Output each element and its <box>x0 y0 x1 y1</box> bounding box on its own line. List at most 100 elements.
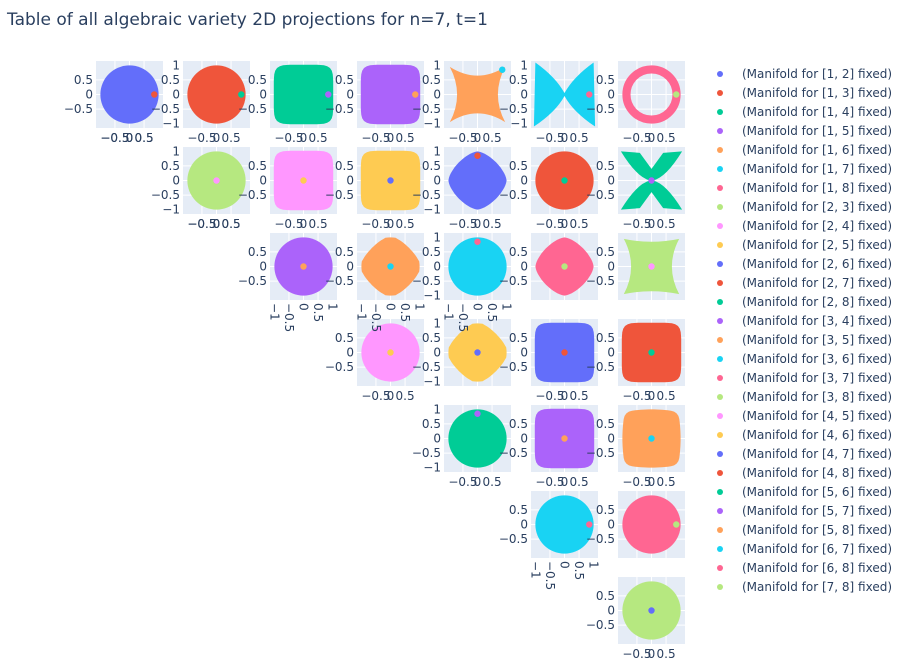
subplot-3-7[interactable] <box>618 233 685 300</box>
legend-item[interactable]: (Manifold for [1, 3] fixed) <box>708 83 892 102</box>
subplot-6-6[interactable] <box>531 491 598 558</box>
series-region[interactable] <box>449 66 506 123</box>
marker-point[interactable] <box>300 263 307 270</box>
series-region[interactable] <box>448 237 507 296</box>
subplot-3-6[interactable] <box>531 233 598 300</box>
marker-point[interactable] <box>648 435 655 442</box>
subplot-2-7[interactable] <box>618 147 685 214</box>
series-region[interactable] <box>448 409 507 468</box>
marker-point[interactable] <box>387 177 394 184</box>
series-region[interactable] <box>360 64 421 125</box>
legend-item[interactable]: (Manifold for [2, 7] fixed) <box>708 273 892 292</box>
marker-point[interactable] <box>648 263 655 270</box>
subplot-1-7[interactable] <box>618 61 685 128</box>
subplot-3-5[interactable] <box>444 233 511 300</box>
legend-item[interactable]: (Manifold for [2, 6] fixed) <box>708 254 892 273</box>
marker-point[interactable] <box>474 410 481 417</box>
subplot-3-3[interactable] <box>270 233 337 300</box>
marker-point[interactable] <box>673 91 680 98</box>
marker-point[interactable] <box>561 435 568 442</box>
marker-point[interactable] <box>151 91 158 98</box>
subplot-2-6[interactable] <box>531 147 598 214</box>
legend-item[interactable]: (Manifold for [2, 4] fixed) <box>708 216 892 235</box>
subplot-7-7[interactable] <box>618 577 685 644</box>
legend-item[interactable]: (Manifold for [2, 3] fixed) <box>708 197 892 216</box>
marker-point[interactable] <box>561 177 568 184</box>
legend-item[interactable]: (Manifold for [4, 6] fixed) <box>708 425 892 444</box>
legend-item[interactable]: (Manifold for [1, 5] fixed) <box>708 121 892 140</box>
subplot-2-5[interactable] <box>444 147 511 214</box>
marker-point[interactable] <box>412 91 419 98</box>
series-region[interactable] <box>622 495 681 554</box>
subplot-5-6[interactable] <box>531 405 598 472</box>
marker-point[interactable] <box>300 177 307 184</box>
series-region[interactable] <box>100 65 159 124</box>
marker-point[interactable] <box>499 66 506 73</box>
legend-item[interactable]: (Manifold for [7, 8] fixed) <box>708 577 892 596</box>
marker-point[interactable] <box>586 91 593 98</box>
subplot-2-2[interactable] <box>183 147 250 214</box>
series-region[interactable] <box>187 65 246 124</box>
subplot-4-4[interactable] <box>357 319 424 386</box>
legend-item[interactable]: (Manifold for [4, 8] fixed) <box>708 463 892 482</box>
legend-item[interactable]: (Manifold for [6, 7] fixed) <box>708 539 892 558</box>
subplot-2-4[interactable] <box>357 147 424 214</box>
subplot-6-7[interactable] <box>618 491 685 558</box>
marker-point[interactable] <box>474 349 481 356</box>
series-region[interactable] <box>448 151 507 210</box>
legend-item[interactable]: (Manifold for [3, 5] fixed) <box>708 330 892 349</box>
legend-item[interactable]: (Manifold for [1, 4] fixed) <box>708 102 892 121</box>
legend[interactable]: (Manifold for [1, 2] fixed) (Manifold for… <box>708 64 892 596</box>
y-tick-label: −0.5 <box>499 532 528 546</box>
legend-item[interactable]: (Manifold for [5, 7] fixed) <box>708 501 892 520</box>
legend-item[interactable]: (Manifold for [5, 8] fixed) <box>708 520 892 539</box>
x-tick-label: −0.5 <box>187 217 216 231</box>
x-tick-label: −0.5 <box>622 475 651 489</box>
subplot-4-5[interactable] <box>444 319 511 386</box>
legend-item[interactable]: (Manifold for [1, 8] fixed) <box>708 178 892 197</box>
marker-point[interactable] <box>648 607 655 614</box>
series-region[interactable] <box>533 62 596 127</box>
legend-item[interactable]: (Manifold for [4, 7] fixed) <box>708 444 892 463</box>
marker-point[interactable] <box>238 91 245 98</box>
subplot-4-7[interactable] <box>618 319 685 386</box>
legend-item[interactable]: (Manifold for [3, 7] fixed) <box>708 368 892 387</box>
legend-item[interactable]: (Manifold for [1, 6] fixed) <box>708 140 892 159</box>
legend-item[interactable]: (Manifold for [5, 6] fixed) <box>708 482 892 501</box>
subplot-1-3[interactable] <box>270 61 337 128</box>
series-region[interactable] <box>535 495 594 554</box>
subplot-2-3[interactable] <box>270 147 337 214</box>
marker-point[interactable] <box>474 238 481 245</box>
subplot-4-6[interactable] <box>531 319 598 386</box>
legend-item[interactable]: (Manifold for [2, 5] fixed) <box>708 235 892 254</box>
legend-item[interactable]: (Manifold for [4, 5] fixed) <box>708 406 892 425</box>
subplot-1-4[interactable] <box>357 61 424 128</box>
subplot-1-5[interactable] <box>444 61 511 128</box>
legend-item[interactable]: (Manifold for [6, 8] fixed) <box>708 558 892 577</box>
marker-point[interactable] <box>474 152 481 159</box>
marker-point[interactable] <box>586 521 593 528</box>
marker-point[interactable] <box>561 349 568 356</box>
legend-item[interactable]: (Manifold for [3, 8] fixed) <box>708 387 892 406</box>
marker-point[interactable] <box>673 521 680 528</box>
subplot-5-7[interactable] <box>618 405 685 472</box>
subplot-5-5[interactable] <box>444 405 511 472</box>
legend-item[interactable]: (Manifold for [3, 6] fixed) <box>708 349 892 368</box>
legend-item[interactable]: (Manifold for [2, 8] fixed) <box>708 292 892 311</box>
marker-point[interactable] <box>648 177 655 184</box>
subplot-1-1[interactable] <box>96 61 163 128</box>
legend-item[interactable]: (Manifold for [1, 7] fixed) <box>708 159 892 178</box>
marker-point[interactable] <box>561 263 568 270</box>
marker-point[interactable] <box>387 263 394 270</box>
marker-point[interactable] <box>213 177 220 184</box>
marker-point[interactable] <box>387 349 394 356</box>
legend-item[interactable]: (Manifold for [1, 2] fixed) <box>708 64 892 83</box>
subplot-1-6[interactable] <box>531 61 598 128</box>
legend-item[interactable]: (Manifold for [3, 4] fixed) <box>708 311 892 330</box>
marker-point[interactable] <box>648 349 655 356</box>
subplot-1-2[interactable] <box>183 61 250 128</box>
subplot-3-4[interactable] <box>357 233 424 300</box>
marker-point[interactable] <box>325 91 332 98</box>
series-region[interactable] <box>273 64 334 125</box>
